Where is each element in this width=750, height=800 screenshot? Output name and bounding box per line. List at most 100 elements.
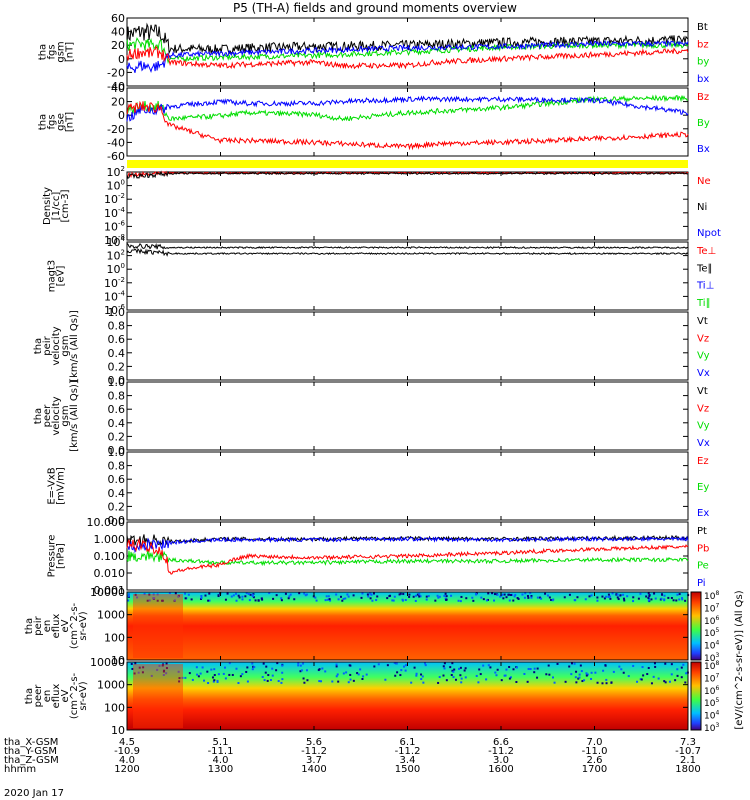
heatmap-noise <box>647 666 650 669</box>
y-tick-label: 0.8 <box>108 390 126 403</box>
heatmap-noise <box>315 599 318 602</box>
y-tick-label: 1.000 <box>94 533 126 546</box>
series-Pb <box>126 537 689 575</box>
y-tick-label: 100 <box>104 701 125 714</box>
legend-Vy: Vy <box>697 351 710 362</box>
y-tick-exponent: 4 <box>121 235 126 243</box>
series-bx <box>126 39 689 74</box>
xaxis-value: -11.2 <box>301 746 327 757</box>
heatmap-noise <box>299 664 302 667</box>
heatmap-noise <box>415 672 418 675</box>
heatmap-noise <box>133 672 136 675</box>
y-axis-label: [km/s (All Qs)] <box>69 380 80 452</box>
y-tick-label: 10 <box>111 724 125 737</box>
heatmap-noise <box>408 595 411 598</box>
y-tick-label: 60 <box>111 12 125 25</box>
heatmap-noise <box>586 673 589 676</box>
y-tick-label: 0.001 <box>94 584 126 597</box>
heatmap-noise <box>204 594 207 597</box>
panel-frame <box>126 451 689 521</box>
heatmap-noise <box>376 595 379 598</box>
y-tick-label: -40 <box>107 80 125 93</box>
heatmap-noise <box>495 674 498 677</box>
legend-by: by <box>697 57 709 68</box>
y-axis-label: en <box>42 620 53 633</box>
heatmap-noise <box>267 674 270 677</box>
xaxis-row-label: tha_Y-GSM <box>4 746 57 757</box>
heatmap-noise <box>486 598 489 601</box>
y-axis-label: peer <box>42 404 53 428</box>
heatmap-noise <box>513 595 516 598</box>
heatmap-noise <box>184 592 187 595</box>
heatmap-noise <box>361 592 364 595</box>
legend-Vy: Vy <box>697 421 710 432</box>
heatmap-noise <box>536 667 539 670</box>
heatmap-noise <box>337 598 340 601</box>
legend-Vz: Vz <box>697 333 709 344</box>
heatmap-noise <box>436 594 439 597</box>
heatmap-noise <box>224 677 227 680</box>
heatmap-noise <box>321 667 324 670</box>
heatmap-noise <box>515 666 518 669</box>
heatmap-noise <box>564 680 567 683</box>
heatmap-noise <box>438 676 441 679</box>
heatmap-noise <box>207 682 210 685</box>
heatmap-noise <box>670 596 673 599</box>
heatmap-noise <box>619 594 622 597</box>
heatmap-noise <box>578 673 581 676</box>
y-axis-label: eflux <box>51 614 62 639</box>
y-axis-label: velocity <box>51 326 62 365</box>
heatmap-noise <box>661 593 664 596</box>
heatmap-noise <box>450 594 453 597</box>
heatmap-noise <box>190 598 193 601</box>
heatmap-noise <box>639 678 642 681</box>
heatmap-noise <box>512 668 515 671</box>
heatmap-noise <box>210 668 213 671</box>
heatmap-noise <box>647 592 650 595</box>
panel-fgs_gse <box>126 87 689 157</box>
heatmap-noise <box>349 673 352 676</box>
heatmap-noise <box>337 680 340 683</box>
heatmap-noise <box>452 670 455 673</box>
heatmap-noise <box>352 594 355 597</box>
y-tick-label: 10-4 <box>104 289 126 303</box>
heatmap-noise <box>674 679 677 682</box>
legend-Bz: Bz <box>697 92 709 103</box>
legend-Ez: Ez <box>697 456 709 467</box>
heatmap-noise <box>681 597 684 600</box>
heatmap-noise <box>442 665 445 668</box>
heatmap-noise <box>530 596 533 599</box>
series-Pe <box>126 550 689 567</box>
heatmap-noise <box>306 679 309 682</box>
heatmap-noise <box>526 594 529 597</box>
heatmap-noise <box>384 678 387 681</box>
heatmap-noise <box>641 666 644 669</box>
y-axis-label: gsm <box>56 41 67 62</box>
heatmap-noise <box>545 673 548 676</box>
y-tick-label: 10000 <box>90 586 125 599</box>
heatmap-noise <box>485 678 488 681</box>
heatmap-noise <box>394 674 397 677</box>
y-axis-label: sr-eV) <box>78 611 89 640</box>
heatmap-noise <box>427 595 430 598</box>
colorbar-tick: 104 <box>704 640 719 652</box>
heatmap-noise <box>568 593 571 596</box>
heatmap-noise <box>422 681 425 684</box>
heatmap-noise <box>464 676 467 679</box>
heatmap-noise <box>408 593 411 596</box>
heatmap-noise <box>552 676 555 679</box>
heatmap-noise <box>596 681 599 684</box>
series-by <box>126 37 689 64</box>
y-axis-label: magt3 <box>47 260 58 293</box>
heatmap-noise <box>393 595 396 598</box>
heatmap-noise <box>211 676 214 679</box>
heatmap-noise <box>254 599 257 602</box>
heatmap-noise <box>652 675 655 678</box>
heatmap-noise <box>361 678 364 681</box>
heatmap-noise <box>340 595 343 598</box>
heatmap-noise <box>401 598 404 601</box>
xaxis-value: 3.0 <box>493 755 509 766</box>
heatmap-noise <box>521 593 524 596</box>
y-axis-label: eflux <box>51 684 62 709</box>
heatmap-noise <box>356 672 359 675</box>
